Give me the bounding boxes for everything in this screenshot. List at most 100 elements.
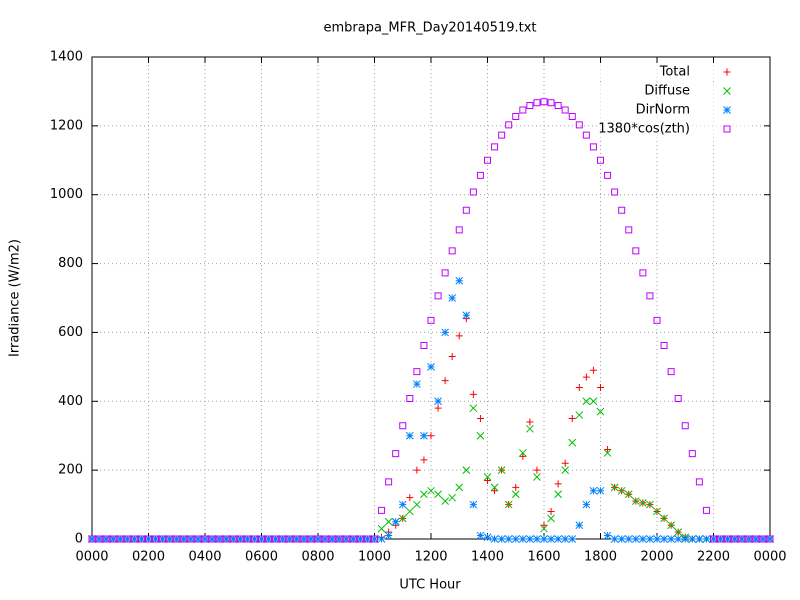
data-point (596, 486, 605, 495)
legend-background (600, 120, 750, 138)
x-tick-label: 1200 (414, 550, 447, 565)
data-point (526, 102, 534, 110)
data-point (526, 418, 534, 426)
data-point (385, 478, 393, 486)
data-point (589, 366, 597, 374)
data-point (179, 535, 188, 543)
data-point (745, 535, 753, 543)
data-point (229, 535, 237, 543)
data-point (568, 113, 576, 121)
data-point (321, 535, 329, 543)
data-point (533, 473, 541, 481)
data-point (109, 535, 118, 543)
data-point (484, 156, 491, 164)
data-point (554, 102, 562, 110)
data-point (300, 535, 308, 543)
data-point (519, 452, 527, 460)
data-point (709, 535, 718, 543)
data-point (109, 535, 117, 543)
data-point (759, 535, 767, 543)
data-point (173, 535, 181, 543)
y-tick-label: 1000 (50, 187, 83, 202)
data-point (285, 535, 294, 543)
data-point (243, 535, 252, 543)
data-point (215, 535, 223, 543)
legend-marker (723, 125, 731, 133)
data-point (639, 269, 647, 277)
data-point (222, 535, 231, 543)
data-point (702, 535, 711, 543)
data-point (604, 445, 612, 453)
data-point (88, 535, 96, 543)
data-point (554, 480, 562, 488)
legend-label: Diffuse (644, 84, 690, 99)
data-point (674, 528, 683, 536)
data-point (208, 535, 216, 543)
data-point (236, 535, 244, 543)
data-point (582, 500, 591, 509)
data-point (533, 466, 541, 474)
data-point (518, 535, 527, 543)
data-point (356, 535, 365, 543)
data-point (413, 466, 421, 474)
data-point (250, 535, 258, 543)
data-point (293, 535, 301, 543)
data-point (377, 524, 386, 533)
data-point (717, 535, 725, 543)
data-point (208, 535, 216, 543)
data-point (469, 390, 477, 398)
data-point (420, 342, 428, 350)
data-point (441, 377, 449, 385)
data-point (512, 483, 520, 491)
data-point (194, 535, 202, 543)
data-point (547, 535, 555, 543)
data-point (335, 535, 344, 543)
data-point (547, 507, 555, 515)
data-point (518, 449, 527, 457)
data-point (462, 311, 471, 320)
data-point (695, 535, 704, 543)
data-point (766, 535, 774, 543)
data-point (737, 535, 746, 543)
data-point (257, 535, 266, 543)
data-point (561, 535, 570, 543)
data-point (307, 535, 315, 543)
data-point (215, 535, 223, 543)
data-point (413, 500, 421, 509)
data-point (519, 106, 527, 114)
data-point (406, 494, 414, 502)
data-point (427, 363, 435, 371)
legend-label: 1380*cos(zth) (598, 122, 690, 137)
data-point (469, 500, 478, 509)
data-point (540, 535, 548, 543)
legend-marker (723, 87, 731, 95)
data-point (441, 497, 449, 505)
data-point (165, 535, 174, 543)
data-point (674, 535, 683, 543)
data-point (710, 535, 717, 543)
data-point (540, 521, 548, 529)
data-point (752, 535, 760, 543)
data-point (201, 535, 209, 543)
data-point (377, 535, 386, 543)
x-tick-label: 1400 (471, 550, 504, 565)
data-point (596, 407, 605, 416)
data-point (434, 490, 442, 499)
data-point (653, 507, 661, 516)
data-point (540, 98, 548, 106)
data-point (236, 535, 245, 543)
data-point (279, 535, 287, 543)
data-point (441, 328, 449, 337)
data-point (130, 535, 138, 543)
data-point (575, 411, 584, 419)
data-point (554, 490, 562, 499)
data-point (632, 247, 640, 255)
data-point (667, 535, 675, 543)
data-point (271, 535, 280, 543)
legend-label: Total (659, 65, 690, 80)
data-point (604, 171, 612, 179)
data-point (292, 535, 301, 543)
legend-label: DirNorm (636, 103, 690, 118)
data-point (434, 292, 442, 300)
data-point (618, 206, 626, 214)
